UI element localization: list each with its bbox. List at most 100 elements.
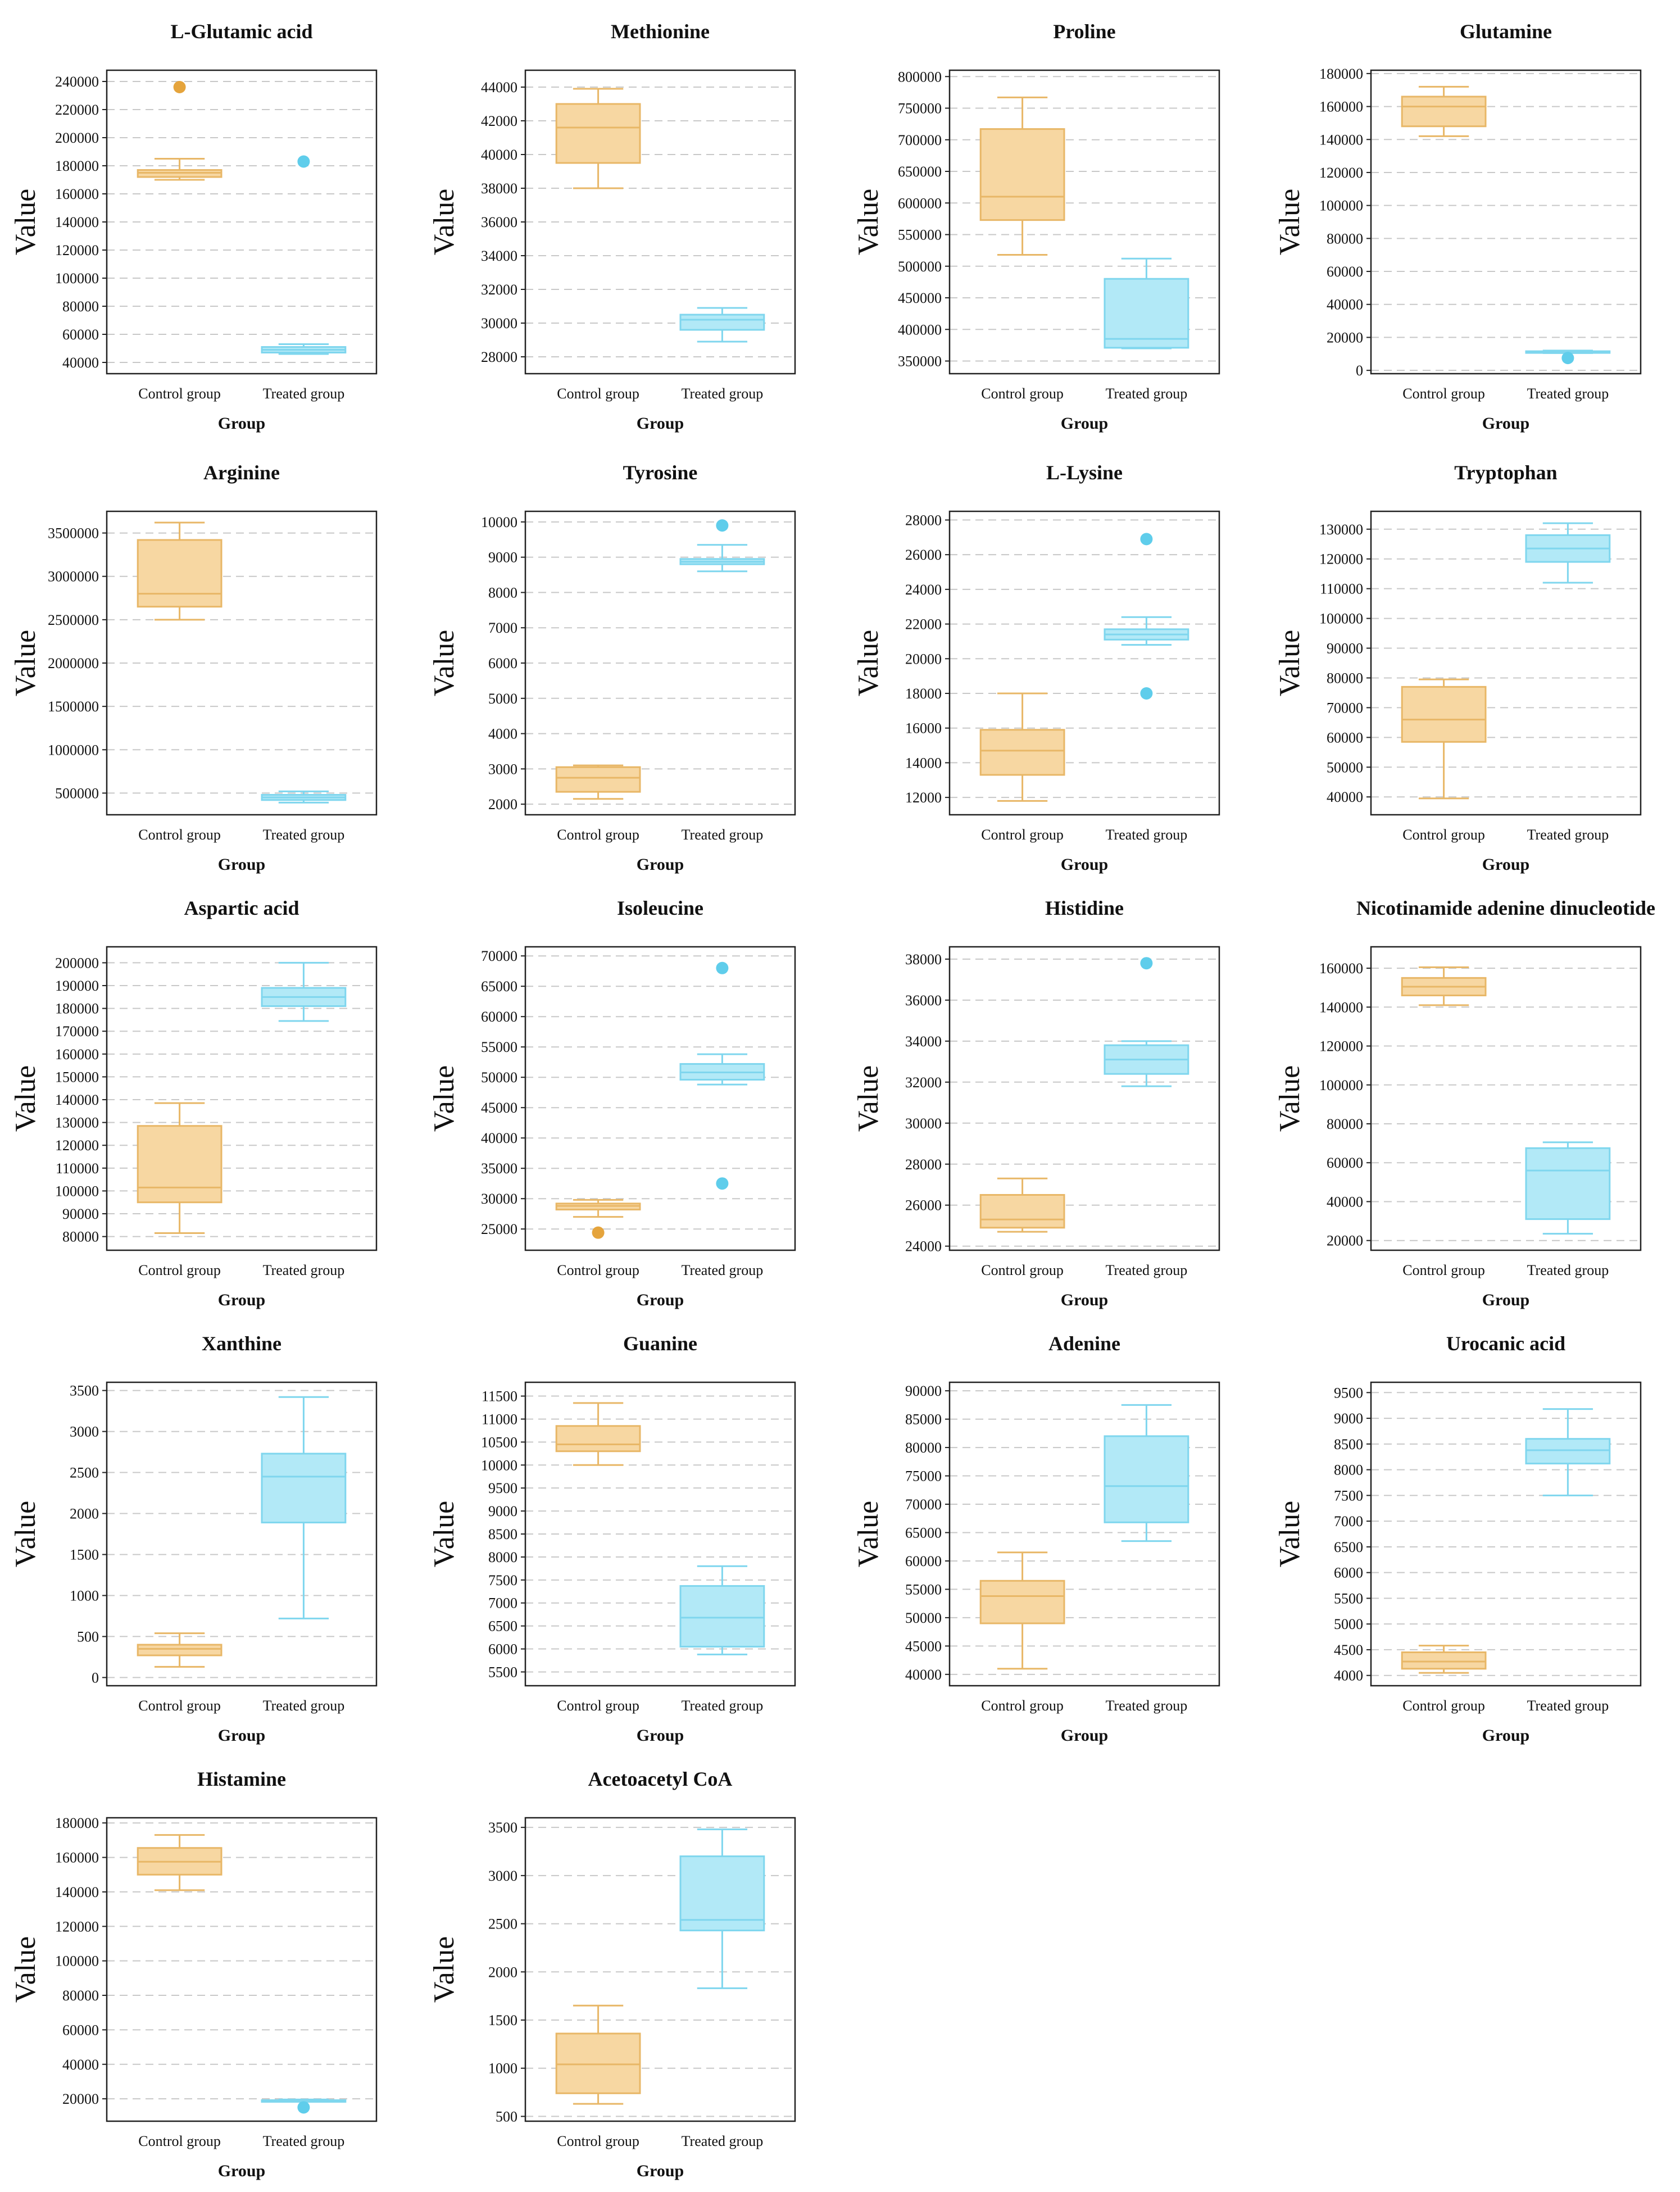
y-tick-label: 65000 (481, 978, 517, 995)
chart-panel: L-Glutamic acid 40000 60000 80000 100000 1200… (0, 6, 416, 438)
chart-panel: Guanine 5500 6000 6500 7000 7500 8000 8500 9000 9… (419, 1318, 834, 1750)
treated-group-box (679, 519, 765, 573)
y-tick-label: 36000 (905, 992, 942, 1009)
y-tick-label: 200000 (55, 130, 99, 146)
iqr-box (137, 539, 223, 608)
chart-title: Arginine (203, 461, 280, 484)
y-tick-label: 120000 (1319, 1038, 1363, 1055)
y-tick-label: 5500 (488, 1664, 517, 1680)
y-tick-label: 9500 (1334, 1385, 1363, 1401)
treated-group-box (679, 961, 765, 1190)
plot-frame (524, 946, 796, 1251)
y-tick-label: 22000 (905, 616, 942, 633)
x-tick-label-treated: Treated group (263, 2133, 345, 2149)
x-tick-label-treated: Treated group (682, 385, 764, 402)
y-tick-label: 9500 (488, 1480, 517, 1496)
chart-title: Guanine (623, 1332, 697, 1355)
y-tick-label: 4000 (1334, 1668, 1363, 1684)
box-plot: Xanthine 0 500 1000 1500 2000 2500 3000 3500 Cont… (10, 1332, 378, 1745)
y-tick-label: 500 (77, 1628, 99, 1645)
chart-title: Histamine (197, 1768, 286, 1790)
y-tick-label: 2500000 (48, 612, 99, 628)
x-tick-label-control: Control group (138, 1262, 221, 1278)
chart-title: Tryptophan (1454, 461, 1557, 484)
treated-group-box (679, 1828, 765, 1989)
x-tick-label-treated: Treated group (1527, 385, 1609, 402)
y-tick-label: 110000 (56, 1160, 99, 1177)
x-tick-label-control: Control group (138, 1698, 221, 1714)
x-tick-label-control: Control group (981, 1698, 1064, 1714)
control-group-box (1401, 966, 1487, 1006)
y-tick-label: 120000 (55, 242, 99, 258)
y-tick-label: 2500 (488, 1916, 517, 1932)
iqr-box (1401, 686, 1487, 743)
y-tick-label: 10000 (481, 1457, 517, 1473)
outlier-point (173, 81, 186, 93)
y-tick-label: 60000 (1327, 729, 1363, 746)
chart-panel: Histamine 20000 40000 60000 80000 100000 12000… (0, 1753, 416, 2186)
x-tick-label-treated: Treated group (1527, 827, 1609, 843)
outlier-point (1561, 352, 1574, 365)
y-tick-label: 600000 (898, 195, 942, 211)
y-tick-label: 9000 (1334, 1410, 1363, 1427)
box-plot: Arginine 500000 1000000 1500000 2000000 25000… (10, 461, 378, 874)
y-tick-label: 200000 (55, 955, 99, 971)
box-plot: Acetoacetyl CoA 500 1000 1500 2000 2500 3000 35… (428, 1768, 796, 2180)
y-tick-label: 40000 (62, 2057, 99, 2073)
y-axis-label: Value (428, 1501, 460, 1567)
chart-title: Acetoacetyl CoA (588, 1768, 733, 1790)
x-tick-label-control: Control group (981, 827, 1064, 843)
y-tick-label: 40000 (481, 147, 517, 163)
y-tick-label: 25000 (481, 1221, 517, 1237)
y-tick-label: 100000 (55, 1953, 99, 1969)
treated-group-box (1525, 1408, 1611, 1496)
y-tick-label: 5000 (488, 691, 517, 707)
y-tick-label: 70000 (481, 948, 517, 964)
x-tick-label-treated: Treated group (1527, 1262, 1609, 1278)
y-tick-label: 40000 (1327, 789, 1363, 805)
iqr-box (979, 1580, 1065, 1624)
x-tick-label-treated: Treated group (1527, 1698, 1609, 1714)
y-tick-label: 18000 (905, 686, 942, 702)
x-axis-label: Group (1061, 1291, 1108, 1309)
x-axis-label: Group (218, 1726, 265, 1745)
y-tick-label: 30000 (905, 1115, 942, 1132)
y-tick-label: 2000 (488, 1964, 517, 1980)
y-tick-label: 8500 (488, 1526, 517, 1542)
y-tick-label: 160000 (1319, 99, 1363, 115)
x-axis-label: Group (1061, 414, 1108, 433)
box-plot: Methionine 28000 30000 32000 34000 36000 38000… (428, 20, 796, 433)
box-plot: Glutamine 0 20000 40000 60000 80000 100000 1200… (1274, 20, 1642, 433)
plot-frame (1370, 1381, 1642, 1687)
y-tick-label: 10000 (481, 514, 517, 530)
y-axis-label: Value (10, 1501, 42, 1567)
y-tick-label: 35000 (481, 1160, 517, 1177)
y-tick-label: 550000 (898, 227, 942, 243)
outlier-point (716, 961, 729, 974)
x-tick-label-control: Control group (1402, 827, 1485, 843)
chart-title: Aspartic acid (184, 897, 299, 919)
box-plot: Isoleucine 25000 30000 35000 40000 45000 50000… (428, 897, 796, 1309)
plot-frame (948, 69, 1220, 375)
y-tick-label: 30000 (481, 315, 517, 332)
x-tick-label-treated: Treated group (682, 2133, 764, 2149)
box-plot: Histamine 20000 40000 60000 80000 100000 12000… (10, 1768, 378, 2180)
y-tick-label: 140000 (55, 1092, 99, 1108)
plot-frame (106, 946, 378, 1251)
y-tick-label: 3000000 (48, 569, 99, 585)
outlier-point (1140, 533, 1153, 546)
iqr-box (1525, 1147, 1611, 1220)
y-tick-label: 140000 (1319, 131, 1363, 148)
chart-title: Methionine (611, 20, 710, 43)
y-tick-label: 100000 (1319, 611, 1363, 627)
x-tick-label-treated: Treated group (263, 827, 345, 843)
plot-frame (106, 510, 378, 816)
iqr-box (555, 1425, 641, 1453)
y-tick-label: 40000 (481, 1130, 517, 1146)
y-tick-label: 12000 (905, 789, 942, 806)
y-tick-label: 2000 (70, 1506, 99, 1522)
y-tick-label: 500000 (55, 785, 99, 801)
iqr-box (1104, 1435, 1189, 1523)
treated-group-box (679, 307, 765, 343)
